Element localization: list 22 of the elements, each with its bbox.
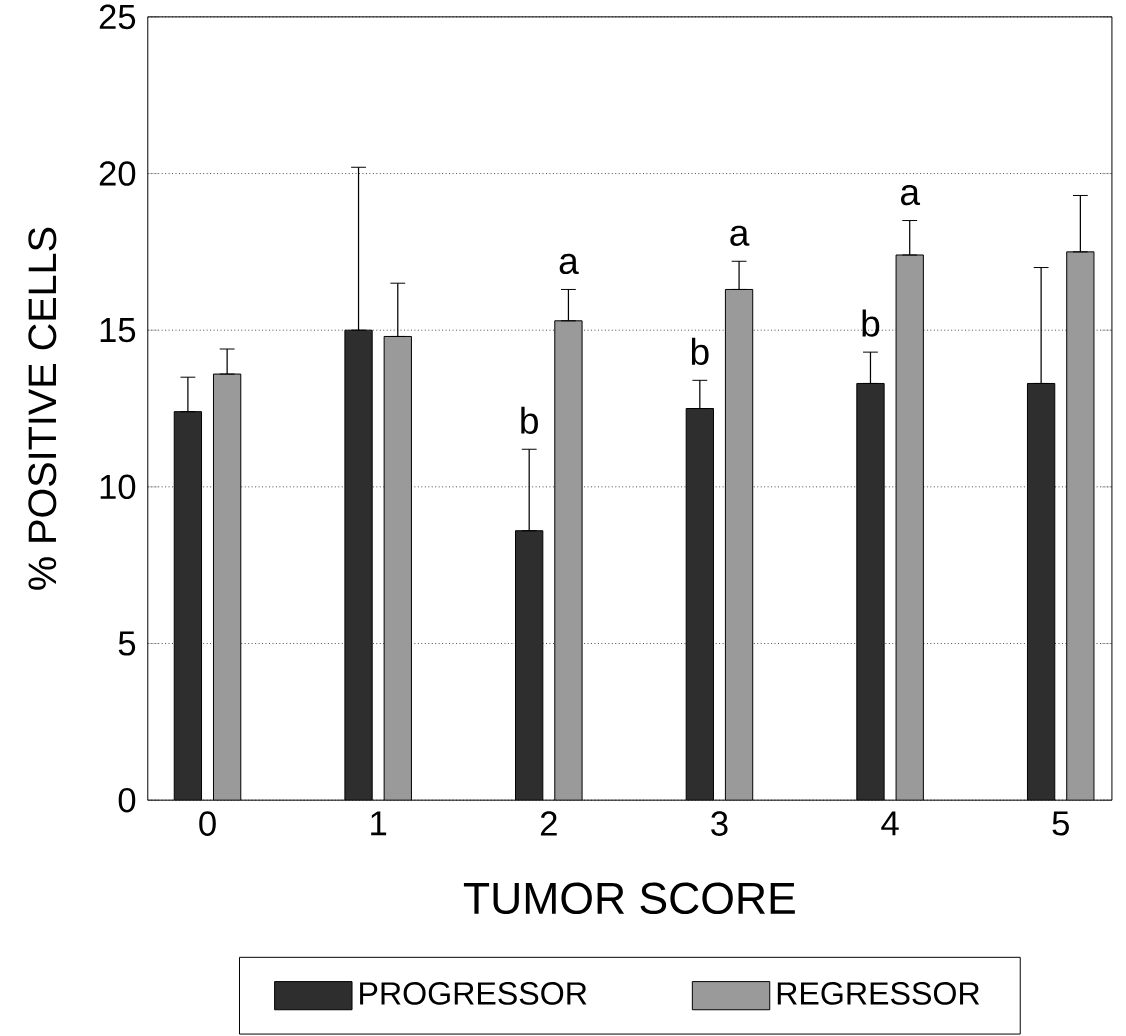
data-label: b [521,406,538,434]
legend-label: REGRESSOR [777,982,980,1005]
x-tick-label: 5 [1052,811,1069,836]
data-label: b [862,309,880,337]
x-tick-label: 0 [199,811,216,836]
legend-label: PROGRESSOR [360,982,587,1005]
data-label: a [901,184,921,206]
data-label: b [691,337,709,366]
y-tick-label: 0 [118,787,136,813]
x-axis-title: TUMOR SCORE [463,882,795,915]
x-tick-label: 3 [711,811,728,836]
y-tick-label: 25 [99,4,136,30]
x-tick-label: 4 [881,811,899,836]
y-axis-title: % POSITIVE CELLS [28,227,57,590]
x-tick-label: 2 [540,811,557,836]
y-tick-label: 15 [100,318,136,343]
y-tick-label: 10 [100,474,136,500]
y-tick-label: 20 [99,161,136,186]
data-label: a [730,225,750,246]
y-tick-label: 5 [118,631,136,656]
x-tick-label: 1 [371,811,387,836]
data-label: a [559,253,579,275]
